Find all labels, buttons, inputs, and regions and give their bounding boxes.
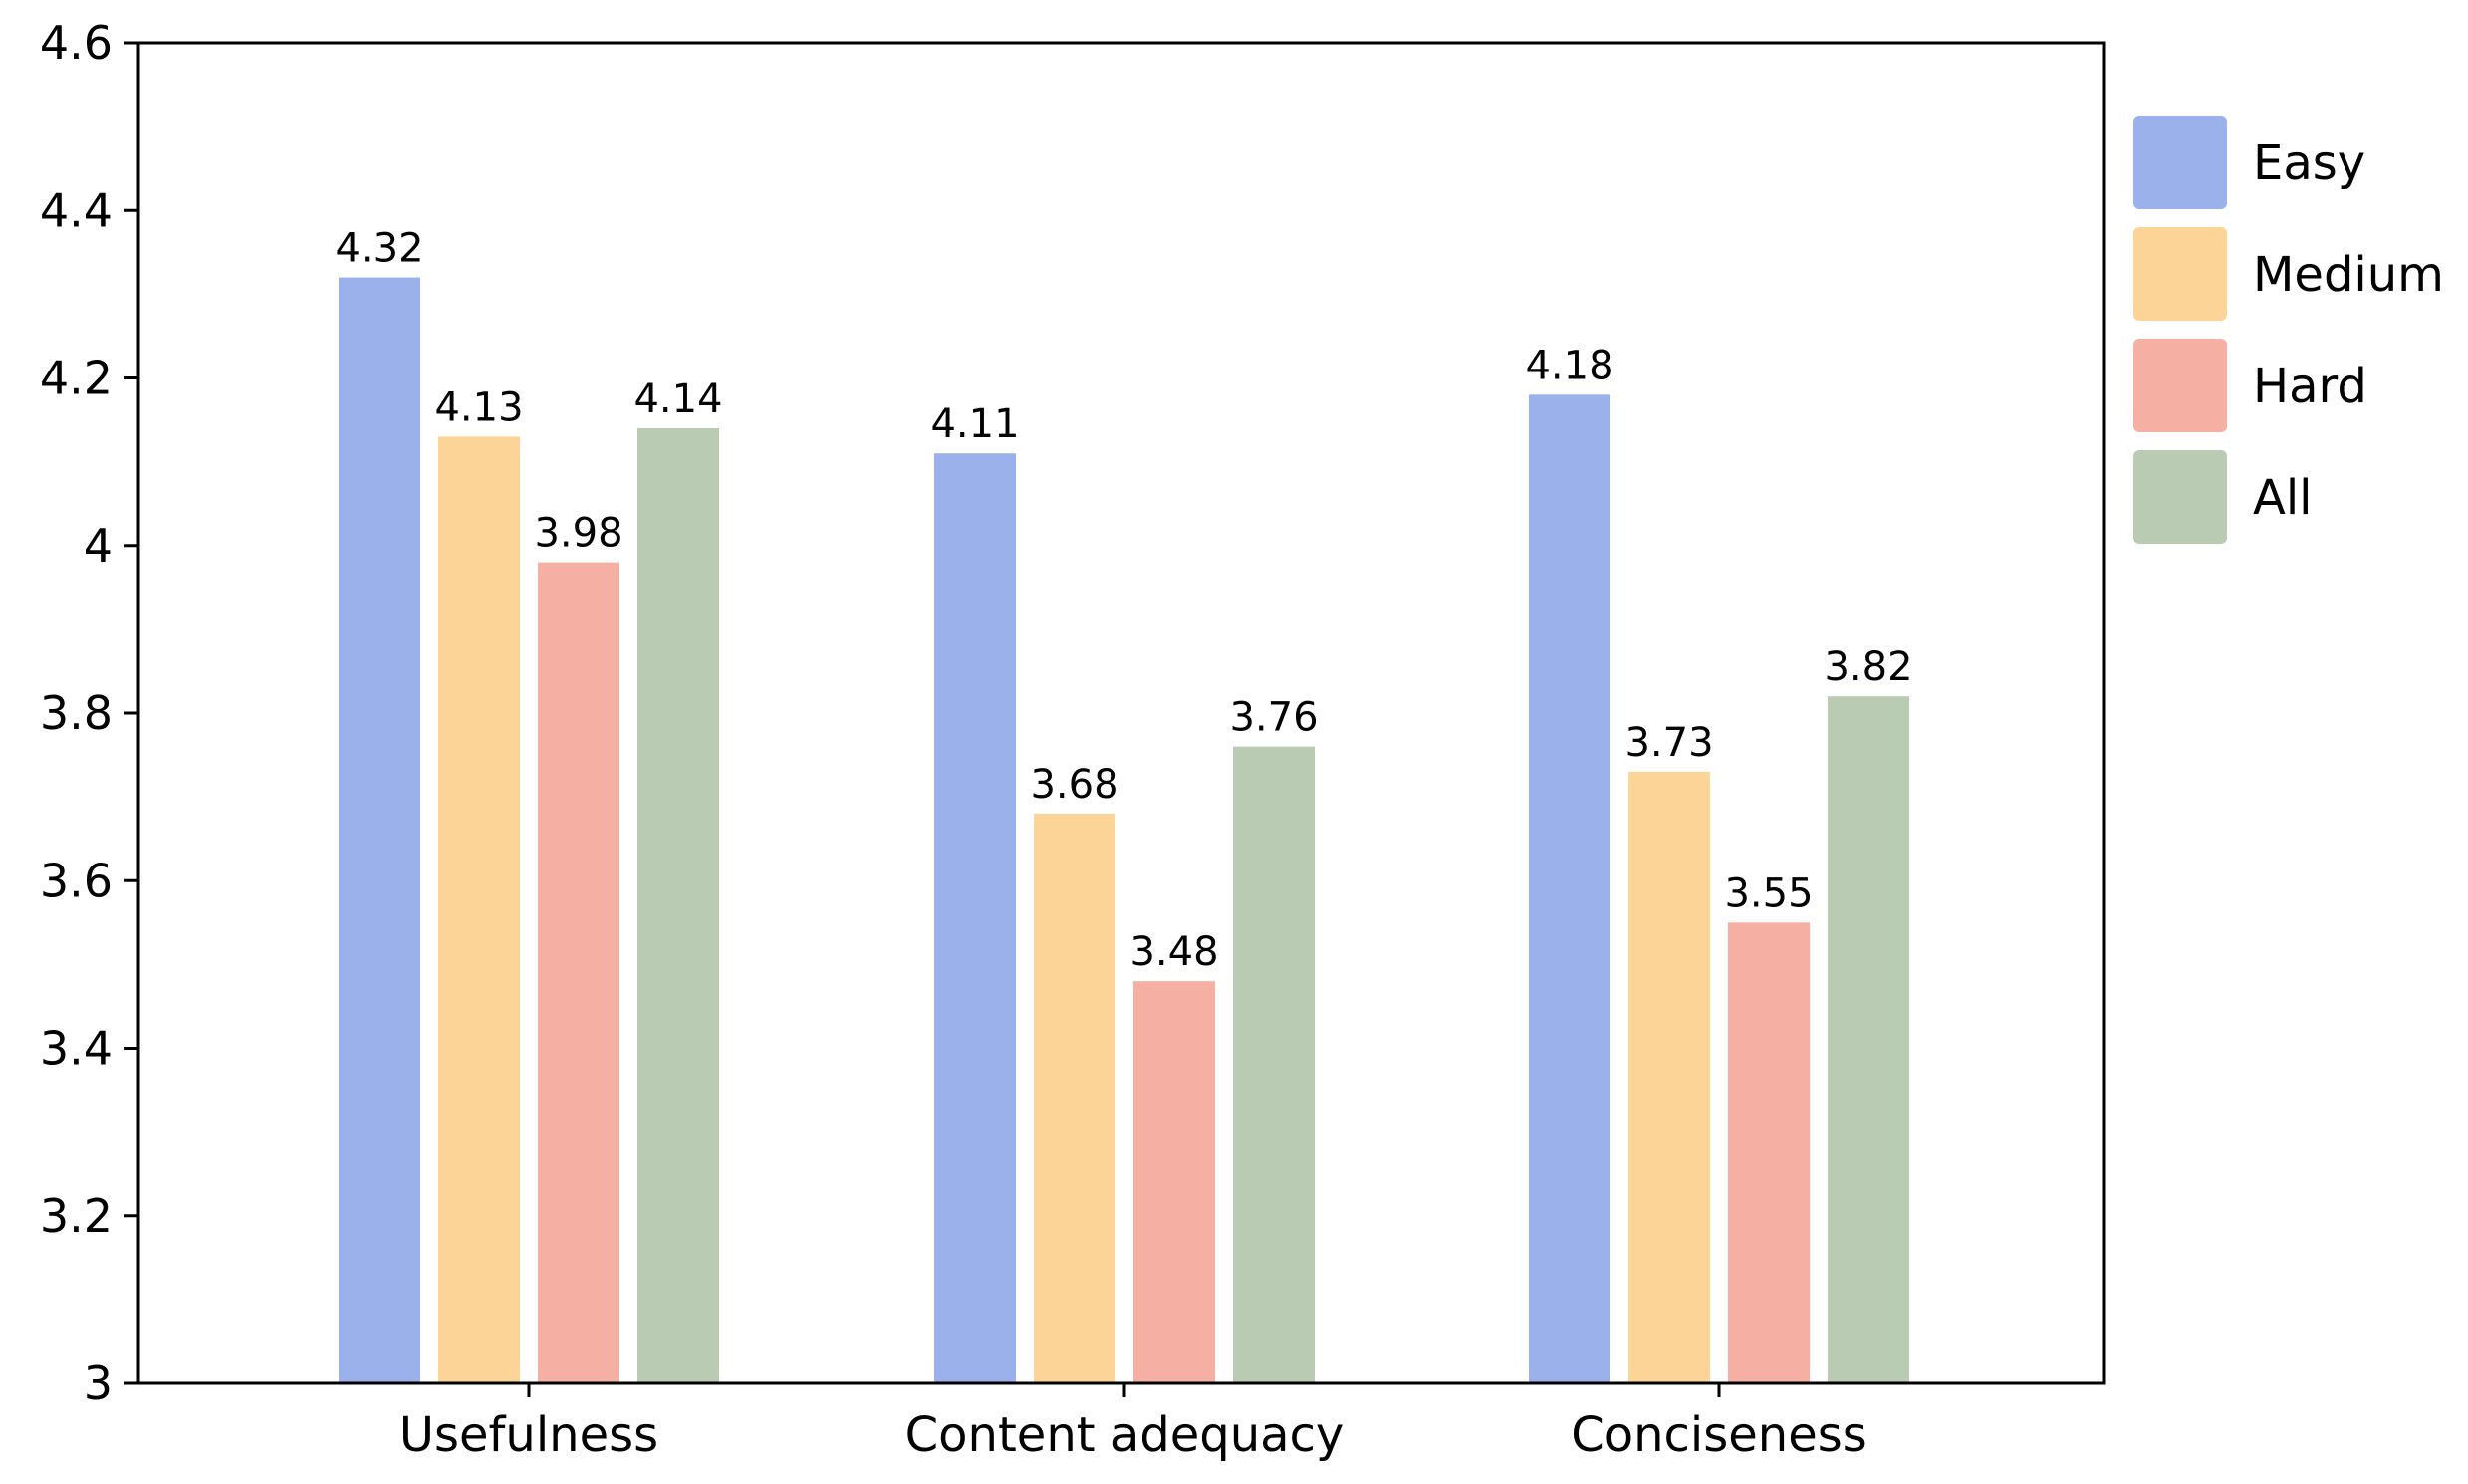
bar-usefulness-all [637,427,719,1384]
legend-swatch-easy [2133,116,2227,209]
data-label-conciseness-all: 3.82 [1824,644,1912,690]
y-tick-label: 3 [84,1357,113,1410]
bars-layer [339,277,1909,1384]
data-label-conciseness-hard: 3.55 [1724,870,1813,916]
x-tick-label-conciseness: Conciseness [1571,1407,1867,1463]
y-tick-label: 4 [84,519,113,573]
x-tick-label-content-adequacy: Content adequacy [905,1407,1345,1463]
bar-conciseness-hard [1728,922,1810,1383]
y-tick-label: 4.6 [40,16,113,70]
data-label-content-adequacy-hard: 3.48 [1129,929,1218,975]
x-tick-label-usefulness: Usefulness [399,1407,658,1463]
bar-content-adequacy-easy [934,453,1016,1383]
data-label-content-adequacy-easy: 4.11 [930,401,1019,447]
bar-usefulness-hard [538,562,619,1383]
data-label-conciseness-easy: 4.18 [1525,343,1613,388]
bar-conciseness-medium [1628,771,1710,1383]
axes-layer: 3 3.2 3.4 3.6 3.8 4 4.2 4.4 4.6 Usefulness Content… [40,16,2106,1463]
data-label-content-adequacy-all: 3.76 [1229,695,1318,741]
legend-label-easy: Easy [2253,135,2365,191]
legend: Easy Medium Hard All [2133,116,2444,544]
legend-label-all: All [2253,470,2313,526]
bar-content-adequacy-medium [1034,813,1115,1383]
data-label-usefulness-hard: 3.98 [534,511,622,557]
legend-swatch-medium [2133,227,2227,321]
legend-label-medium: Medium [2253,247,2444,303]
y-tick-label: 3.4 [40,1022,113,1076]
data-label-conciseness-medium: 3.73 [1624,720,1713,766]
y-tick-label: 4.4 [40,183,113,237]
data-labels-layer: 4.32 4.13 3.98 4.14 4.11 3.68 3.48 3.76 4.18 3.73… [335,226,1912,976]
y-tick-label: 3.8 [40,686,113,740]
legend-swatch-hard [2133,339,2227,432]
bar-content-adequacy-all [1233,746,1315,1383]
data-label-content-adequacy-medium: 3.68 [1030,762,1118,808]
bar-conciseness-easy [1529,394,1610,1383]
bar-usefulness-easy [339,277,420,1383]
bar-usefulness-medium [438,436,520,1383]
data-label-usefulness-all: 4.14 [633,376,722,422]
data-label-usefulness-easy: 4.32 [335,226,423,272]
data-label-usefulness-medium: 4.13 [434,384,523,430]
y-tick-label: 3.6 [40,854,113,907]
y-tick-label: 3.2 [40,1189,113,1243]
y-tick-label: 4.2 [40,352,113,405]
bar-content-adequacy-hard [1133,981,1215,1383]
legend-swatch-all [2133,450,2227,544]
bar-conciseness-all [1828,696,1909,1383]
legend-label-hard: Hard [2253,359,2367,414]
